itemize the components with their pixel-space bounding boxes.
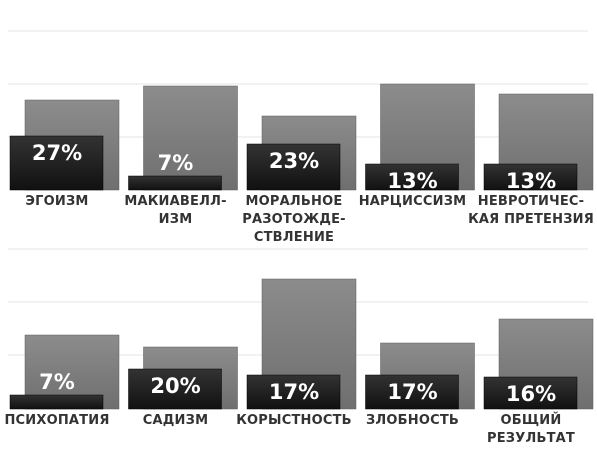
category-label: ЭГОИЗМ bbox=[25, 194, 88, 209]
category-label: КАЯ ПРЕТЕНЗИЯ bbox=[468, 212, 594, 227]
value-label: 20% bbox=[150, 374, 200, 398]
category-label: РАЗОТОЖДЕ- bbox=[242, 212, 346, 227]
value-label: 7% bbox=[39, 370, 75, 394]
value-bar bbox=[365, 163, 459, 191]
value-bar bbox=[246, 143, 341, 191]
value-bar bbox=[246, 374, 341, 410]
category-label: СТВЛЕНИЕ bbox=[254, 230, 334, 245]
value-bar bbox=[128, 368, 222, 410]
category-label: ОБЩИЙ bbox=[501, 412, 562, 428]
category-label: РЕЗУЛЬТАТ bbox=[487, 431, 575, 446]
category-label: КОРЫСТНОСТЬ bbox=[236, 413, 352, 428]
category-label: МОРАЛЬНОЕ bbox=[246, 194, 343, 209]
value-label: 17% bbox=[387, 380, 437, 404]
value-label: 13% bbox=[506, 169, 556, 193]
value-bar bbox=[483, 376, 578, 410]
value-bar bbox=[9, 135, 104, 191]
value-label: 23% bbox=[269, 149, 319, 173]
value-bar bbox=[365, 374, 459, 410]
category-label: НАРЦИССИЗМ bbox=[359, 194, 467, 209]
category-label: САДИЗМ bbox=[143, 413, 208, 428]
value-bar bbox=[9, 394, 104, 410]
value-label: 7% bbox=[158, 151, 194, 175]
value-label: 27% bbox=[32, 141, 82, 165]
category-label: ЗЛОБНОСТЬ bbox=[366, 413, 459, 428]
category-label: ИЗМ bbox=[159, 212, 193, 227]
back-bar bbox=[143, 85, 238, 191]
value-bar bbox=[128, 175, 222, 191]
value-bar bbox=[483, 163, 578, 191]
category-label: НЕВРОТИЧЕС- bbox=[478, 194, 585, 209]
value-label: 17% bbox=[269, 380, 319, 404]
category-label: МАКИАВЕЛЛ- bbox=[124, 194, 226, 209]
value-label: 16% bbox=[506, 382, 556, 406]
category-label: ПСИХОПАТИЯ bbox=[4, 413, 109, 428]
value-label: 13% bbox=[387, 169, 437, 193]
